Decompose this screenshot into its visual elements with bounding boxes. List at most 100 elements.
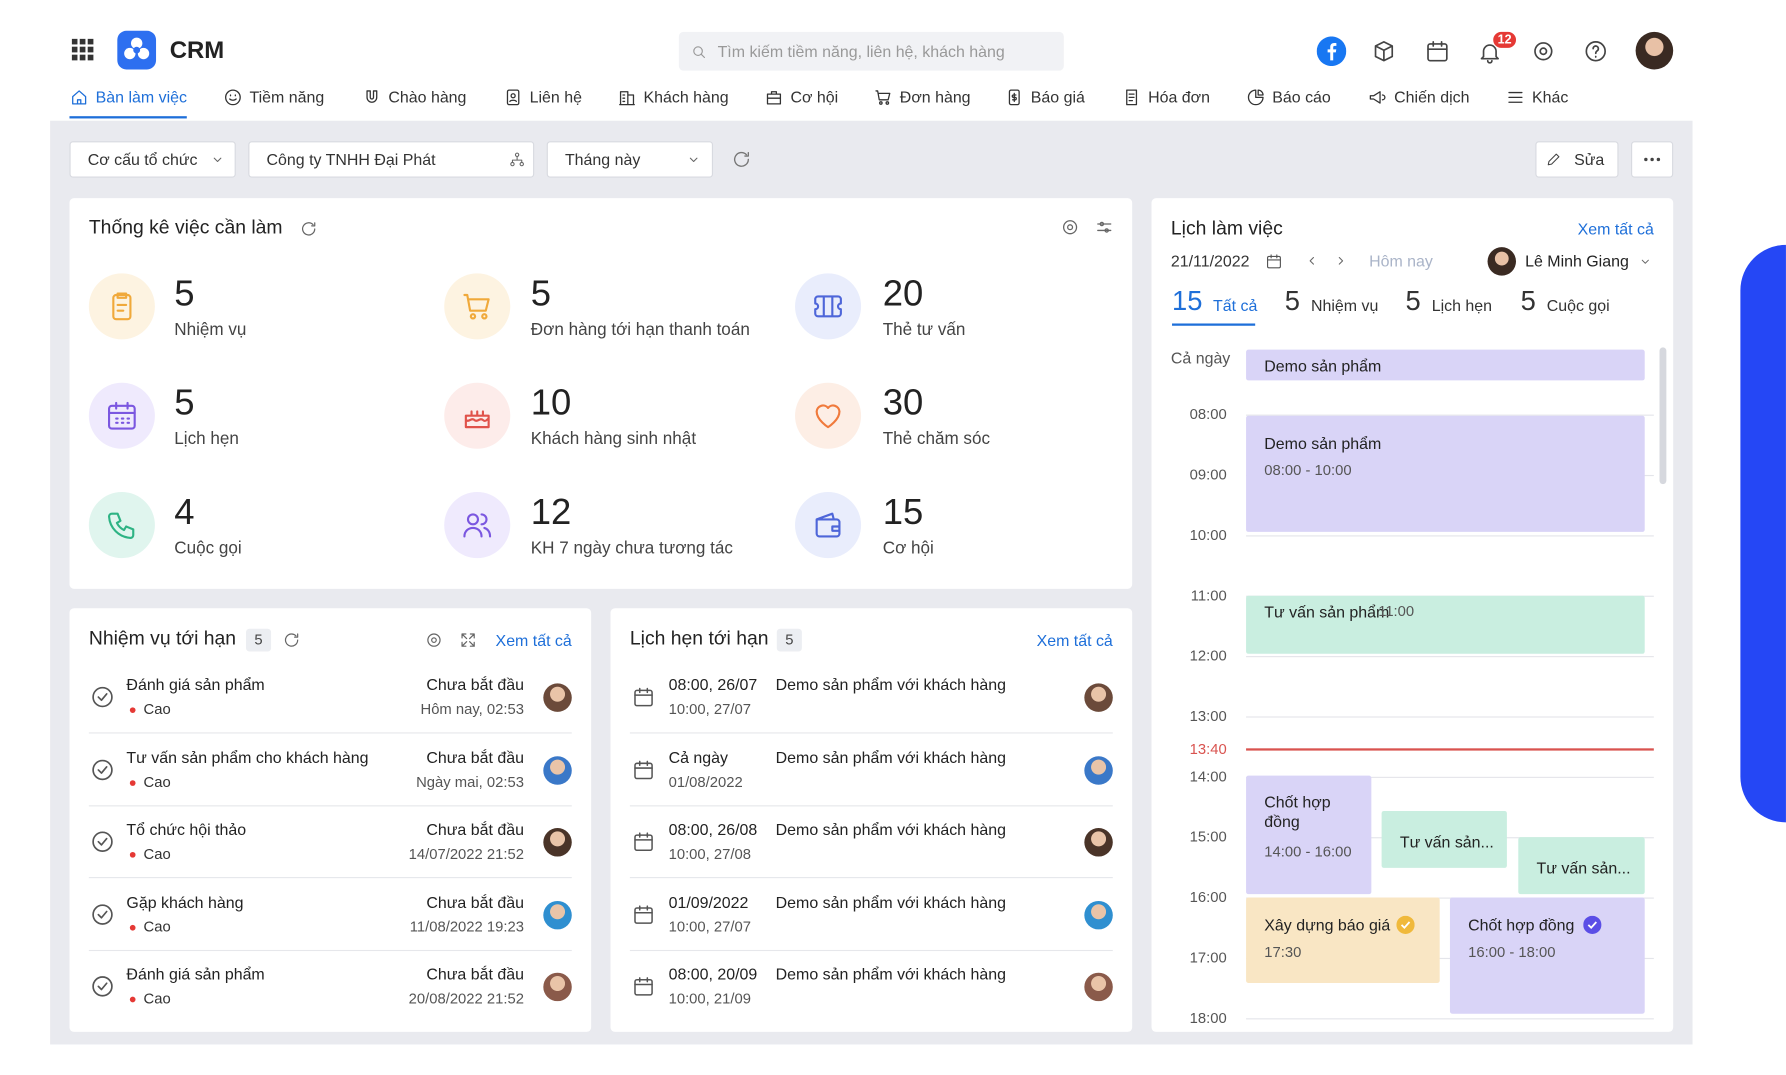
filter-box[interactable] (248, 141, 535, 178)
refresh-icon (300, 220, 318, 238)
stat-value[interactable]: 5 (174, 272, 195, 314)
nav-item[interactable]: Khác (1531, 87, 1569, 106)
stat-value[interactable]: 20 (882, 272, 924, 314)
stat-value[interactable]: 10 (530, 381, 572, 423)
event-title: Chốt hợp đồng (1468, 915, 1575, 934)
calendar-date: 21/11/2022 (1170, 251, 1250, 270)
calendar-event[interactable] (1449, 897, 1645, 1014)
stat-value[interactable]: 12 (530, 490, 572, 532)
task-check (90, 685, 115, 710)
nav-item[interactable]: Bàn làm việc (95, 87, 187, 106)
appointment-icon (632, 975, 655, 998)
appointment-title[interactable]: Demo sản phẩm với khách hàng (775, 964, 1006, 983)
apps-grid (71, 38, 95, 62)
calendar-event[interactable] (1246, 415, 1645, 532)
view-all-link[interactable]: Xem tất cả (1036, 631, 1113, 650)
facebook-icon[interactable] (1316, 36, 1347, 67)
user-avatar[interactable] (1635, 31, 1674, 70)
tab-label[interactable]: Lịch hẹn (1431, 296, 1493, 315)
stat-icon (460, 289, 494, 323)
nav-item[interactable]: Chiến dịch (1394, 87, 1470, 106)
stat-icon-bg (795, 492, 862, 559)
today-button[interactable]: Hôm nay (1369, 251, 1433, 270)
task-name[interactable]: Tư vấn sản phẩm cho khách hàng (126, 747, 369, 766)
nav-icon (1121, 87, 1140, 106)
appointment-title[interactable]: Demo sản phẩm với khách hàng (775, 820, 1006, 839)
hour-label: 09:00 (1189, 465, 1227, 483)
calendar-event[interactable] (1246, 595, 1645, 654)
event-time: 16:00 - 18:00 (1468, 943, 1556, 961)
row-divider (629, 804, 1113, 806)
event-time: 14:00 - 16:00 (1264, 842, 1352, 860)
stat-label: Lịch hẹn (174, 429, 239, 449)
appointment-title[interactable]: Demo sản phẩm với khách hàng (775, 892, 1006, 911)
task-name[interactable]: Đánh giá sản phẩm (126, 675, 265, 694)
stat-value[interactable]: 5 (174, 381, 195, 423)
tab-label[interactable]: Tất cả (1213, 296, 1258, 315)
calendar-user[interactable]: Lê Minh Giang (1525, 251, 1629, 270)
nav-item[interactable]: Hóa đơn (1148, 87, 1210, 106)
nav-icon (617, 87, 636, 106)
nav-item[interactable]: Tiềm năng (249, 87, 325, 106)
task-name[interactable]: Đánh giá sản phẩm (126, 964, 265, 983)
tab-count[interactable]: 5 (1520, 285, 1536, 317)
tab-label[interactable]: Cuộc gọi (1546, 296, 1610, 315)
stat-label: Cơ hội (882, 538, 934, 559)
appointment-start: 01/09/2022 (668, 892, 749, 911)
card (69, 608, 592, 1032)
edit-label: Sửa (1574, 150, 1605, 169)
search-box[interactable] (678, 31, 1064, 71)
appointment-icon (632, 830, 655, 853)
tab-label[interactable]: Nhiệm vụ (1310, 296, 1379, 315)
stat-icon-bg (444, 273, 511, 340)
task-check (90, 974, 115, 999)
row-divider (629, 732, 1113, 734)
hour-label: 14:00 (1189, 767, 1227, 785)
avatar (1084, 900, 1113, 929)
card-title: Nhiệm vụ tới hạn (88, 627, 237, 650)
task-name[interactable]: Tổ chức hội thảo (126, 820, 247, 839)
nav-item[interactable]: Đơn hàng (899, 87, 971, 106)
nav-item[interactable]: Liên hệ (529, 87, 582, 106)
task-status: Chưa bắt đầu (426, 747, 524, 766)
filter-label: Cơ cấu tổ chức (87, 150, 198, 169)
stat-value[interactable]: 5 (530, 272, 552, 314)
stat-value[interactable]: 4 (174, 490, 195, 532)
nav-item[interactable]: Khách hàng (643, 87, 729, 106)
task-check (90, 757, 115, 782)
tab-count[interactable]: 5 (1284, 285, 1301, 317)
appointment-title[interactable]: Demo sản phẩm với khách hàng (775, 747, 1006, 766)
calendar-event[interactable] (1246, 897, 1440, 983)
filter-box[interactable] (546, 141, 714, 178)
filter-box[interactable] (69, 141, 236, 178)
view-all-link[interactable]: Xem tất cả (1577, 219, 1654, 239)
stat-icon (811, 289, 845, 323)
appointment-icon (632, 758, 655, 781)
hour-label: 11:00 (1190, 586, 1227, 604)
calendar-event[interactable] (1246, 775, 1372, 895)
more-button[interactable] (1631, 141, 1674, 178)
nav-icon (1004, 87, 1023, 106)
calendar-event[interactable] (1381, 810, 1507, 868)
tab-count[interactable]: 5 (1405, 285, 1421, 317)
tab-count[interactable]: 15 (1172, 285, 1203, 317)
task-name[interactable]: Gặp khách hàng (126, 892, 244, 911)
stat-value[interactable]: 30 (882, 381, 924, 423)
stat-label: KH 7 ngày chưa tương tác (530, 538, 733, 559)
appointment-title[interactable]: Demo sản phẩm với khách hàng (775, 675, 1006, 694)
stat-icon (105, 399, 139, 433)
nav-item[interactable]: Cơ hội (790, 87, 839, 106)
calendar-event[interactable] (1518, 837, 1645, 895)
stat-icon-bg (444, 492, 511, 559)
view-all-link[interactable]: Xem tất cả (495, 631, 572, 650)
calendar-event[interactable] (1246, 349, 1645, 381)
nav-item[interactable]: Chào hàng (388, 87, 467, 106)
filter-icon (1094, 217, 1113, 236)
logo (117, 30, 157, 70)
row-divider (629, 877, 1113, 879)
nav-item[interactable]: Báo cáo (1272, 87, 1331, 106)
event-time: 08:00 - 10:00 (1264, 461, 1352, 479)
edit-button[interactable] (1535, 141, 1619, 178)
nav-item[interactable]: Báo giá (1030, 87, 1085, 106)
stat-value[interactable]: 15 (882, 490, 924, 532)
